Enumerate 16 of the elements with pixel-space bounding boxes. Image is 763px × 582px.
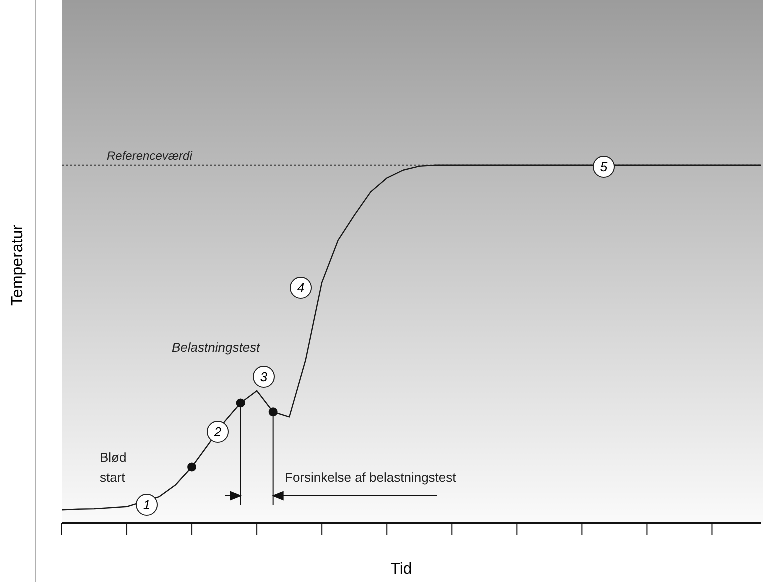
annotation: 3 [260,370,268,384]
annotation: 4 [297,280,305,296]
annotation: Forsinkelse af belastningstest [285,470,457,485]
annotation: Belastningstest [172,340,262,355]
numbered-circle: 1 [136,494,158,516]
numbered-circle: 5 [593,156,615,178]
numbered-circle: 3 [253,366,275,388]
numbered-circle: 2 [207,421,229,443]
numbered-circle: 4 [290,277,312,299]
annotation: 5 [600,160,608,174]
annotation: 1 [143,498,151,512]
x-axis-title: Tid [390,561,412,578]
annotation: Blød start [100,450,127,485]
ref-line-label: Referenceværdi [107,148,193,163]
y-axis-title: Temperatur [10,224,26,306]
annotation: 2 [213,424,222,440]
